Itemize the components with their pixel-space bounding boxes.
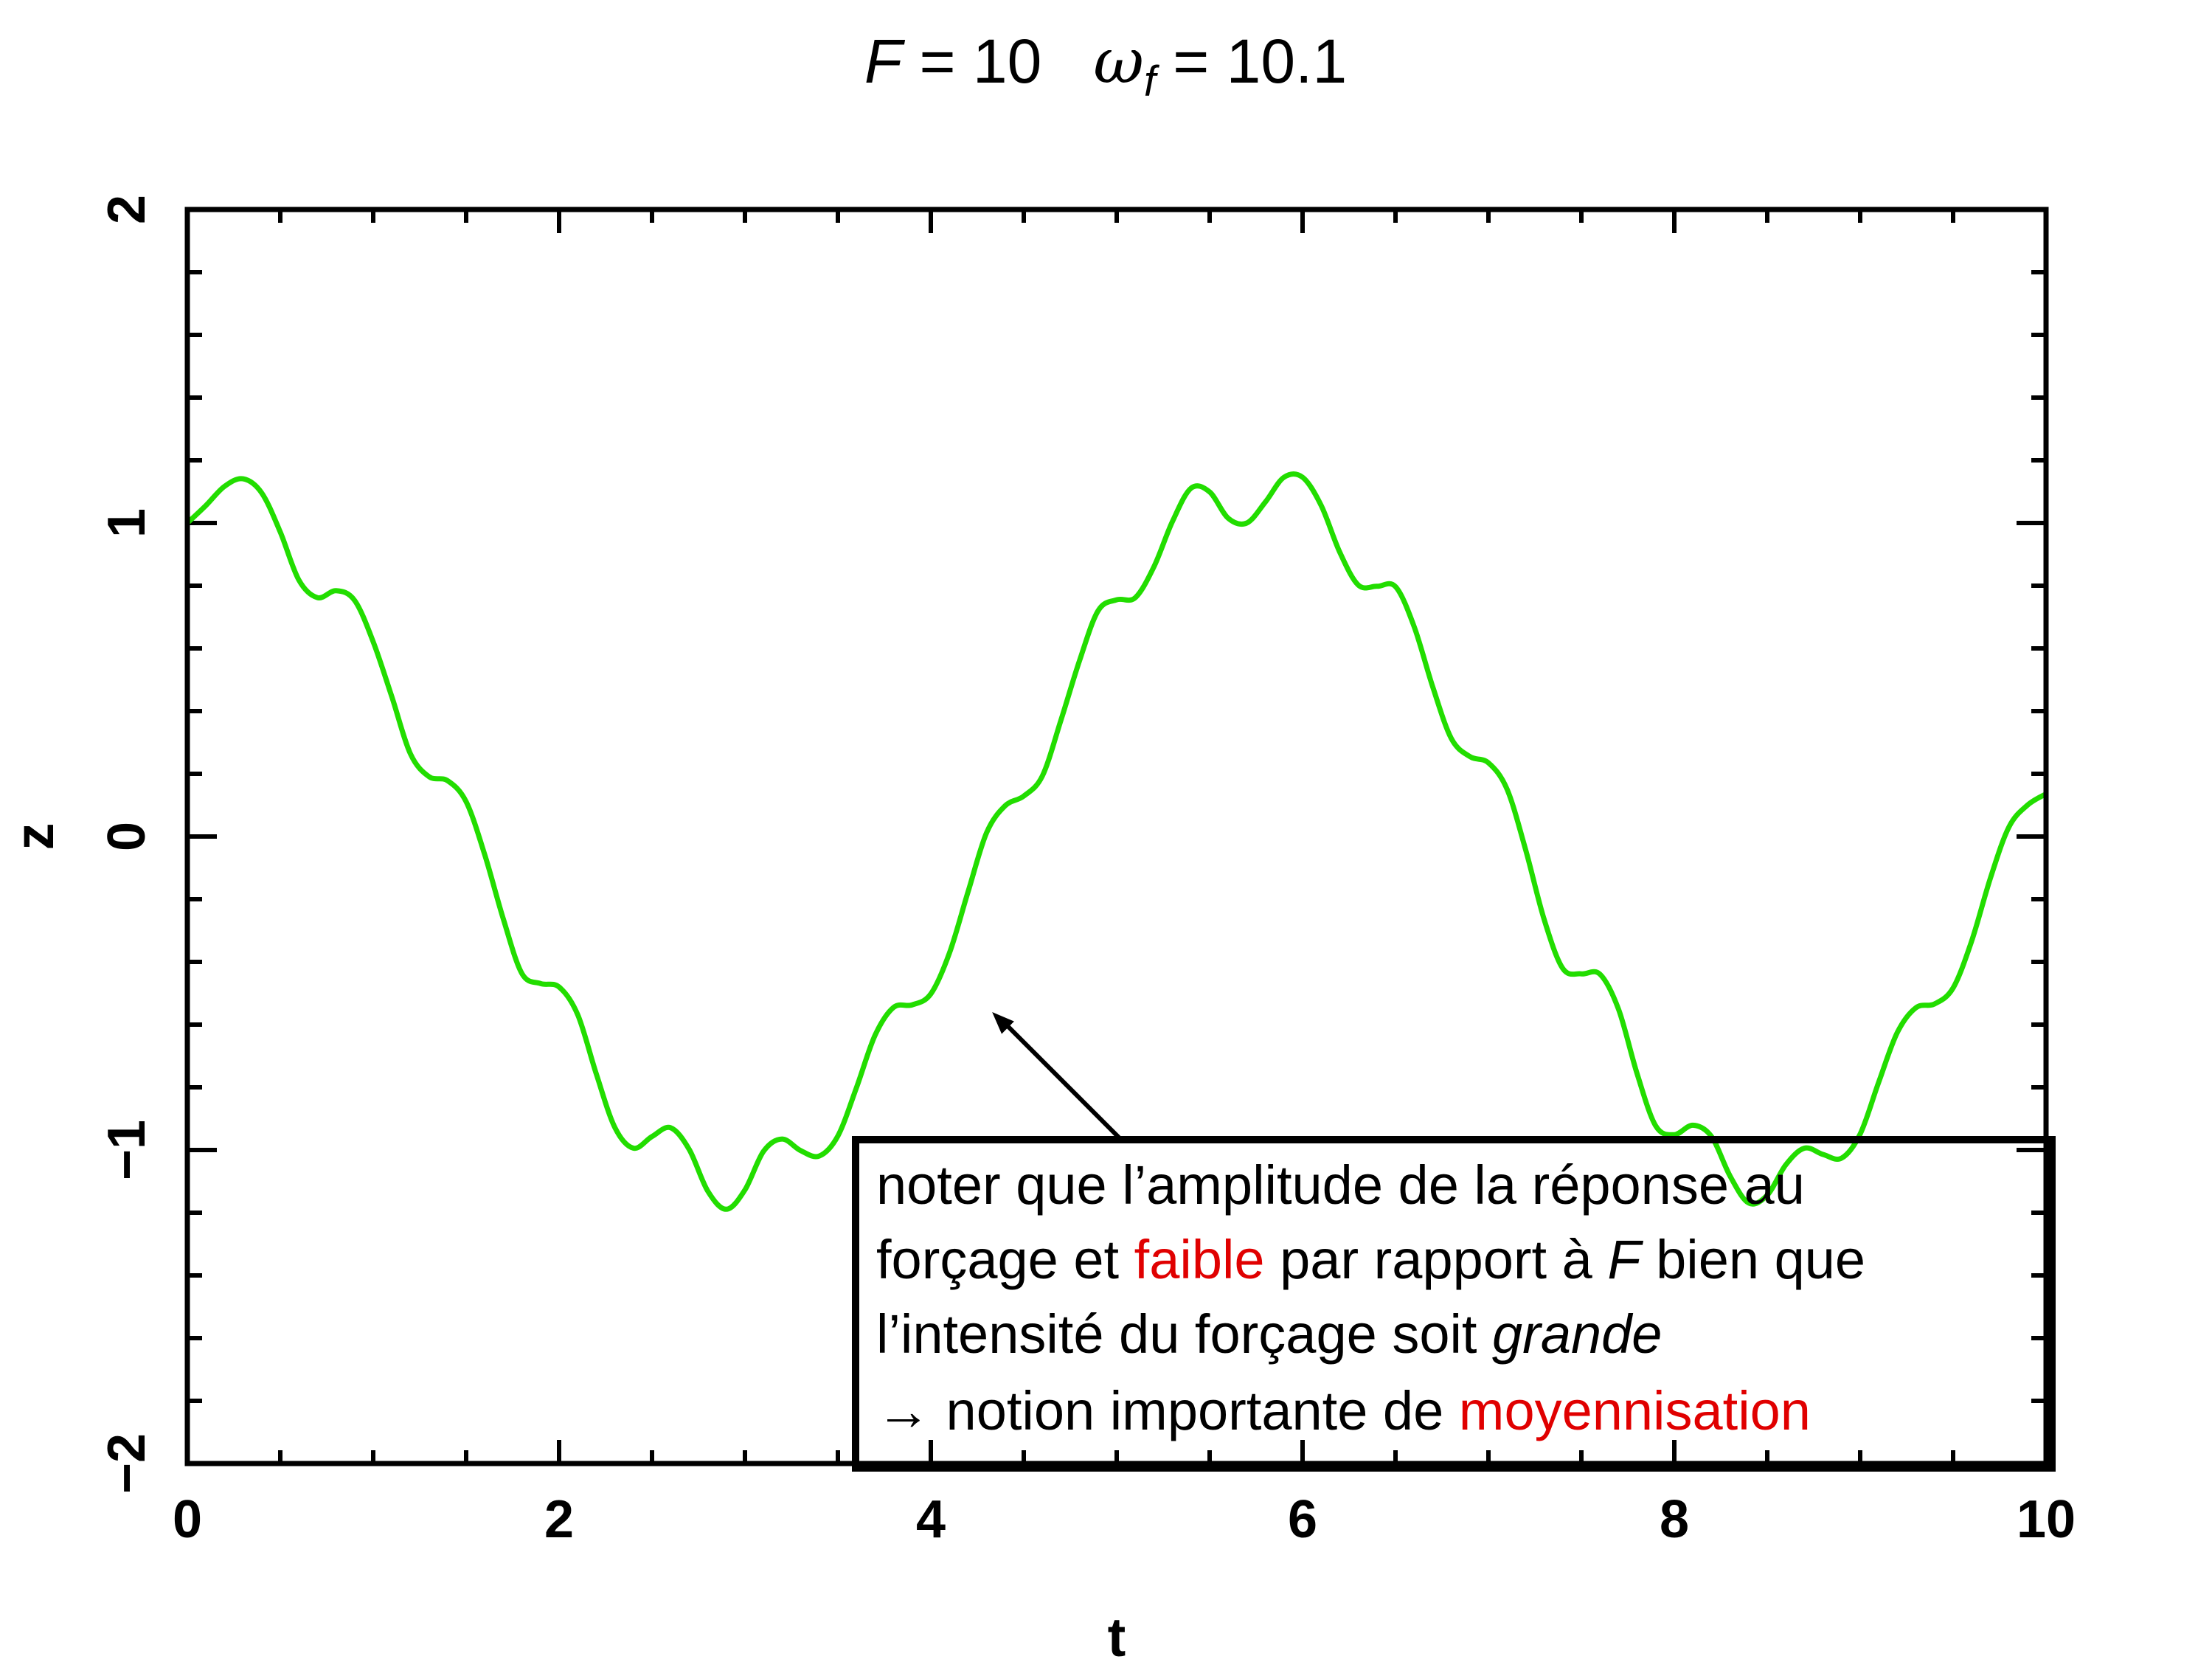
- series-line: [185, 471, 2048, 1212]
- x-tick-label: 6: [1288, 1490, 1317, 1549]
- y-tick-label: −1: [97, 1120, 156, 1180]
- annotation-text-run: moyennisation: [1459, 1380, 1811, 1441]
- tick-labels: 0 2 4 6 8 10 −2 −1 0 1 2: [97, 195, 2076, 1549]
- annotation-text-run: noter que l’amplitude de la réponse au: [876, 1154, 1805, 1216]
- y-tick-label: 0: [97, 822, 156, 851]
- series-layer: [185, 471, 2048, 1212]
- x-axis-label: t: [1108, 1607, 1126, 1659]
- x-tick-label: 8: [1660, 1490, 1689, 1549]
- annotation-text-run: → notion importante de: [876, 1380, 1459, 1441]
- y-axis-label: z: [4, 823, 65, 851]
- y-tick-label: 2: [97, 195, 156, 224]
- annotation-text-run: bien que: [1641, 1229, 1866, 1290]
- annotation: noter que l’amplitude de la réponse au fo…: [852, 1012, 2056, 1472]
- chart-title: F = 10 ωf = 10.1: [864, 25, 1347, 105]
- annotation-text-run: l’intensité du forçage soit: [876, 1303, 1492, 1365]
- annotation-line: l’intensité du forçage soit grande: [876, 1303, 1662, 1365]
- y-tick-label: 1: [97, 508, 156, 538]
- annotation-text-run: F: [1607, 1229, 1643, 1290]
- x-tick-label: 10: [2017, 1490, 2076, 1549]
- annotation-text-run: faible: [1134, 1229, 1265, 1290]
- y-tick-label: −2: [97, 1433, 156, 1494]
- x-tick-label: 2: [544, 1490, 574, 1549]
- annotation-line: forçage et faible par rapport à F bien q…: [876, 1229, 1865, 1290]
- annotation-line: → notion importante de moyennisation: [876, 1380, 1811, 1441]
- annotation-line: noter que l’amplitude de la réponse au: [876, 1154, 1805, 1216]
- annotation-arrow-line: [1001, 1019, 1123, 1142]
- annotation-arrowhead: [992, 1012, 1014, 1034]
- annotation-box: [852, 1136, 2056, 1472]
- plot-frame: [184, 207, 2049, 1466]
- title-omega-symbol: ω: [1093, 25, 1144, 97]
- title-F-value: = 10: [902, 27, 1041, 96]
- title-omega-value: = 10.1: [1156, 27, 1347, 96]
- x-tick-label: 0: [173, 1490, 202, 1549]
- title-F-symbol: F: [864, 27, 906, 96]
- x-tick-label: 4: [916, 1490, 946, 1549]
- annotation-text-run: grande: [1492, 1303, 1662, 1365]
- annotation-text-run: forçage et: [876, 1229, 1134, 1290]
- annotation-text-run: par rapport à: [1265, 1229, 1608, 1290]
